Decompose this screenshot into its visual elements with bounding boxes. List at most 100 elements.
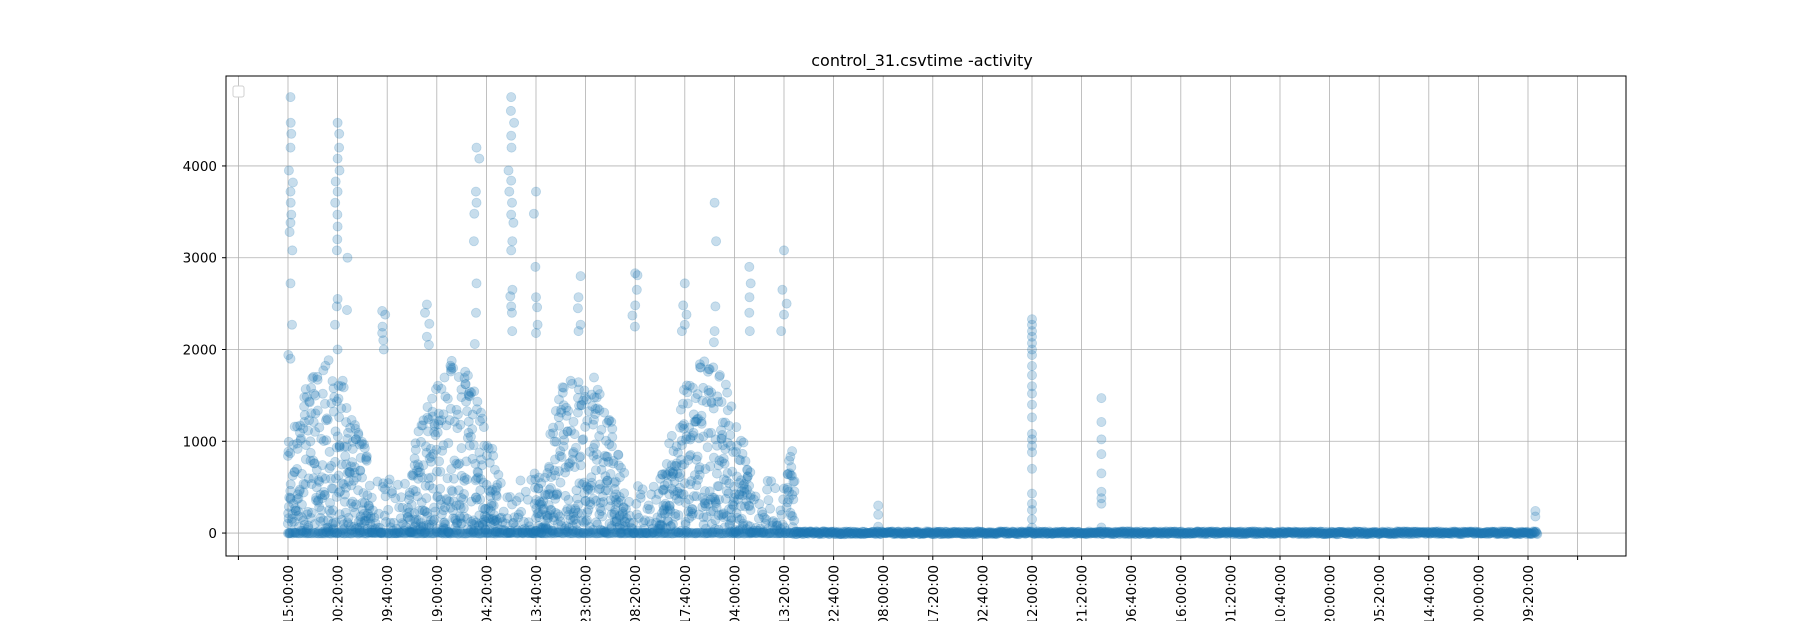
- scatter-point: [298, 515, 309, 526]
- scatter-point: [532, 302, 543, 313]
- scatter-point: [292, 489, 303, 500]
- scatter-point: [531, 186, 542, 197]
- scatter-point: [305, 455, 316, 466]
- scatter-point: [410, 517, 421, 528]
- scatter-point: [288, 527, 299, 538]
- scatter-point: [356, 436, 367, 447]
- scatter-point: [353, 485, 364, 496]
- scatter-point: [350, 434, 361, 445]
- scatter-point: [443, 526, 454, 537]
- scatter-point: [416, 497, 427, 508]
- scatter-point: [324, 463, 335, 474]
- scatter-point: [787, 446, 798, 457]
- scatter-point: [300, 479, 311, 490]
- scatter-point: [400, 522, 411, 533]
- scatter-point: [336, 459, 347, 470]
- scatter-point: [386, 486, 397, 497]
- scatter-point: [304, 397, 315, 408]
- scatter-point: [409, 460, 420, 471]
- scatter-point: [363, 527, 374, 538]
- scatter-point: [575, 460, 586, 471]
- scatter-point: [358, 528, 369, 539]
- scatter-point: [315, 512, 326, 523]
- scatter-point: [505, 105, 516, 116]
- scatter-point: [711, 236, 722, 247]
- scatter-point: [336, 514, 347, 525]
- scatter-point: [1027, 370, 1038, 381]
- scatter-point: [355, 452, 366, 463]
- scatter-point: [433, 408, 444, 419]
- scatter-point: [298, 423, 309, 434]
- scatter-point: [445, 366, 456, 377]
- scatter-point: [378, 335, 389, 346]
- scatter-point: [366, 522, 377, 533]
- scatter-point: [627, 310, 638, 321]
- scatter-point: [332, 117, 343, 128]
- scatter-point: [413, 426, 424, 437]
- scatter-point: [419, 506, 430, 517]
- scatter-point: [416, 528, 427, 539]
- scatter-point: [471, 142, 482, 153]
- scatter-point: [364, 503, 375, 514]
- scatter-point: [606, 441, 617, 452]
- scatter-point: [506, 307, 517, 318]
- scatter-point: [376, 527, 387, 538]
- scatter-point: [380, 309, 391, 320]
- scatter-point: [378, 478, 389, 489]
- scatter-point: [357, 505, 368, 516]
- scatter-points: [282, 92, 1543, 540]
- scatter-point: [408, 468, 419, 479]
- scatter-point: [343, 512, 354, 523]
- scatter-point: [441, 420, 452, 431]
- scatter-point: [444, 415, 455, 426]
- scatter-point: [409, 514, 420, 525]
- scatter-point: [358, 508, 369, 519]
- scatter-point: [469, 208, 480, 219]
- scatter-point: [359, 497, 370, 508]
- scatter-point: [437, 445, 448, 456]
- x-tick-label: 22:40:00: [827, 565, 843, 621]
- scatter-point: [321, 527, 332, 538]
- scatter-point: [353, 516, 364, 527]
- scatter-point: [428, 448, 439, 459]
- legend-box: [232, 85, 245, 98]
- scatter-point: [352, 522, 363, 533]
- scatter-point: [308, 371, 319, 382]
- scatter-point: [334, 128, 345, 139]
- scatter-point: [443, 438, 454, 449]
- scatter-point: [307, 373, 318, 384]
- scatter-point: [300, 454, 311, 465]
- scatter-point: [331, 442, 342, 453]
- scatter-point: [644, 504, 655, 515]
- scatter-point: [378, 344, 389, 355]
- scatter-point: [503, 165, 514, 176]
- scatter-point: [458, 488, 469, 499]
- scatter-point: [282, 528, 293, 539]
- scatter-point: [323, 528, 334, 539]
- scatter-point: [1027, 463, 1038, 474]
- scatter-point: [292, 443, 303, 454]
- scatter-point: [873, 521, 884, 532]
- scatter-point: [330, 517, 341, 528]
- scatter-point: [351, 499, 362, 510]
- scatter-point: [302, 528, 313, 539]
- scatter-point: [319, 489, 330, 500]
- scatter-point: [427, 406, 438, 417]
- scatter-point: [338, 528, 349, 539]
- scatter-point: [309, 519, 320, 530]
- scatter-point: [410, 444, 421, 455]
- scatter-point: [317, 460, 328, 471]
- scatter-point: [308, 473, 319, 484]
- scatter-point: [346, 480, 357, 491]
- scatter-point: [402, 502, 413, 513]
- scatter-point: [365, 518, 376, 529]
- scatter-point: [294, 484, 305, 495]
- scatter-point: [493, 469, 504, 480]
- scatter-point: [439, 517, 450, 528]
- scatter-point: [311, 482, 322, 493]
- scatter-point: [422, 511, 433, 522]
- scatter-point: [335, 486, 346, 497]
- scatter-point: [417, 420, 428, 431]
- scatter-point: [389, 528, 400, 539]
- scatter-point: [435, 466, 446, 477]
